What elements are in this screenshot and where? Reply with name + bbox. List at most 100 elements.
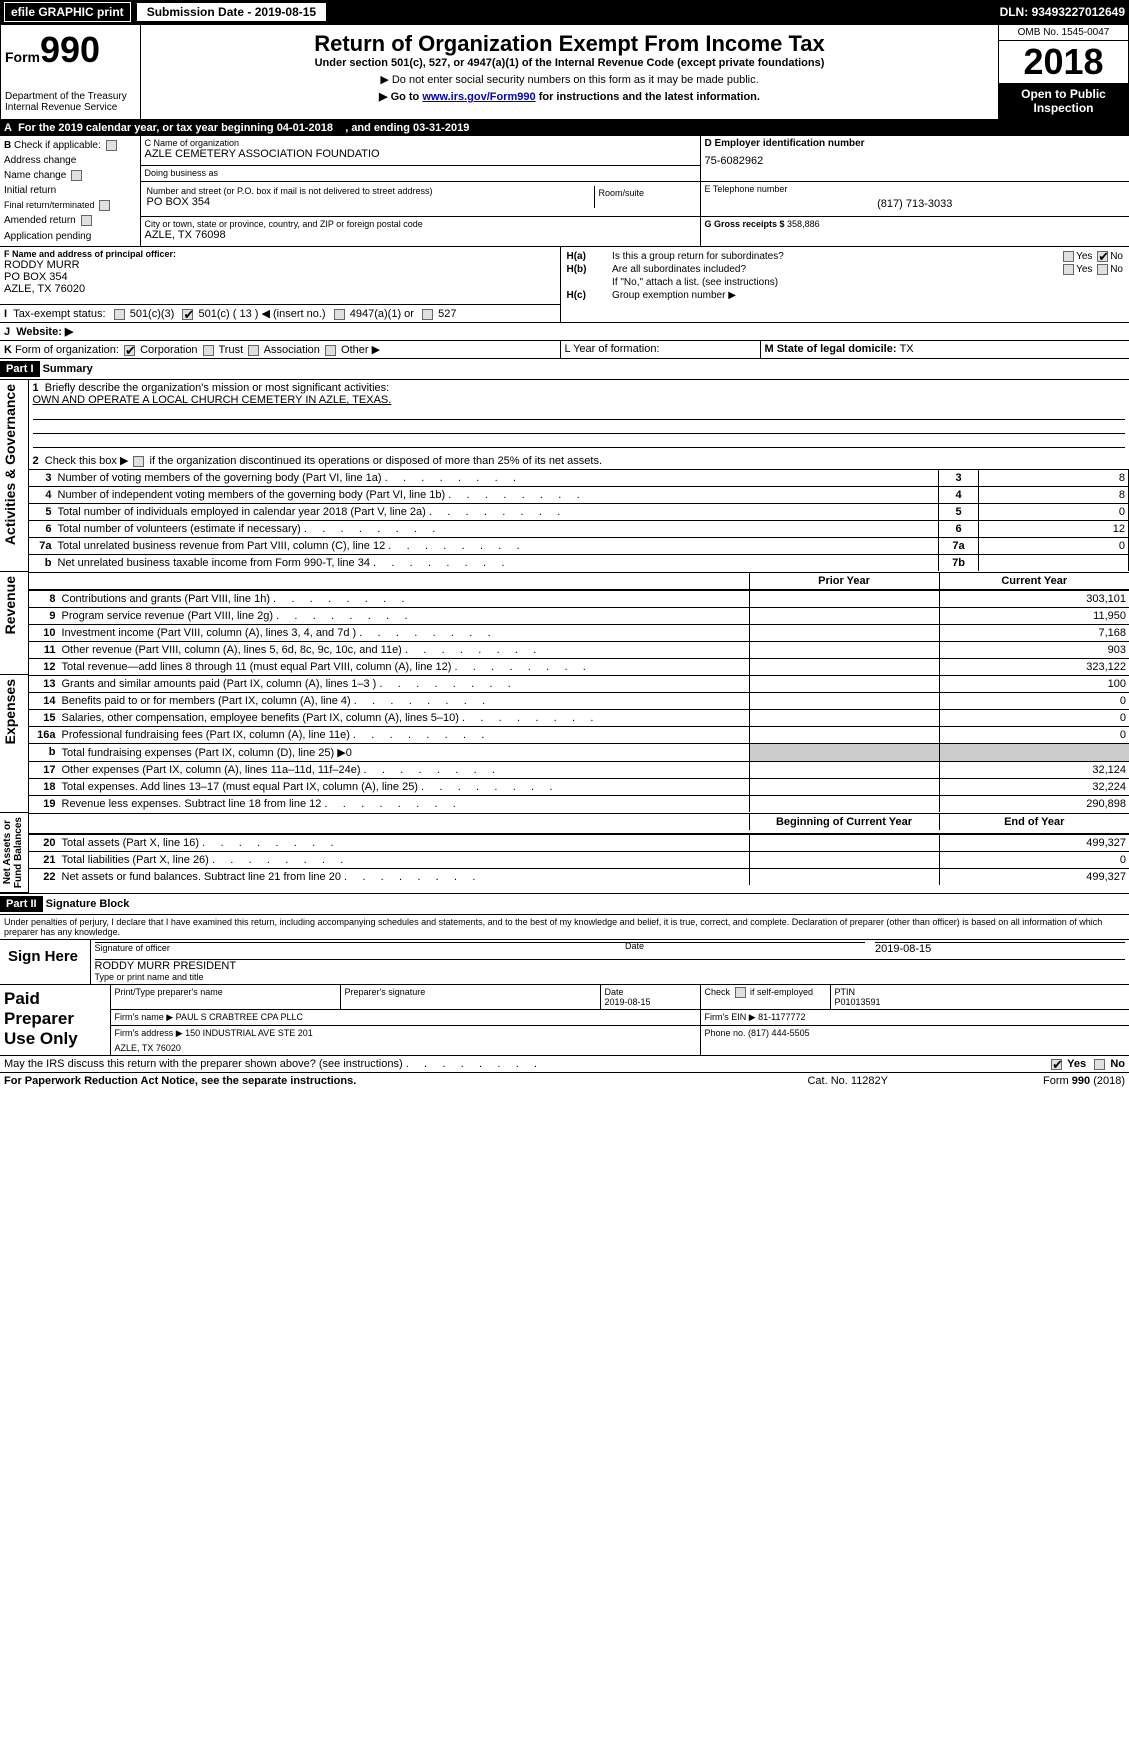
i-501c: 501(c) ( 13 ) ◀ (insert no.) (199, 308, 326, 320)
curr-year-head: Current Year (939, 572, 1129, 589)
discuss-no-check[interactable] (1094, 1059, 1105, 1070)
firm-lbl: Firm's name ▶ (115, 1012, 176, 1022)
m-label: M State of legal domicile: (765, 343, 900, 355)
hb-label: Are all subordinates included? (612, 264, 986, 275)
firm-phone-lbl: Phone no. (705, 1028, 749, 1038)
discuss-yes-check[interactable] (1051, 1059, 1062, 1070)
rev-vert-label: Revenue (0, 572, 20, 638)
form-no: 990 (40, 29, 100, 70)
cat-no: Cat. No. 11282Y (755, 1073, 940, 1089)
hb-yes-check[interactable] (1063, 264, 1074, 275)
hb-no: No (1110, 264, 1123, 275)
k-corp-check[interactable] (124, 345, 135, 356)
selfemp-check[interactable] (735, 987, 746, 998)
mission-blank-3 (33, 434, 1126, 448)
k-trust-check[interactable] (203, 345, 214, 356)
ha-no: No (1110, 251, 1123, 262)
expenses-table: Expenses 13Grants and similar amounts pa… (0, 675, 1129, 813)
ha-yes: Yes (1076, 251, 1092, 262)
boy-head: Beginning of Current Year (749, 813, 939, 830)
sig-date: 2019-08-15 (875, 942, 1125, 955)
netassets-table: Net Assets or Fund Balances Beginning of… (0, 813, 1129, 893)
form-number: Form990 (5, 29, 136, 71)
gross-receipts: 358,886 (787, 219, 820, 229)
d-label: D Employer identification number (705, 138, 1126, 149)
section-h: H(a)Is this a group return for subordina… (560, 247, 1129, 305)
efile-print[interactable]: efile GRAPHIC print (4, 2, 131, 22)
k-other-check[interactable] (325, 345, 336, 356)
l2-text: Check this box ▶ if the organization dis… (45, 455, 602, 467)
g-label: G Gross receipts $ (705, 219, 788, 229)
sub-date: 2019-08-15 (255, 5, 316, 19)
b-check-amend[interactable] (81, 215, 92, 226)
efile-top-bar: efile GRAPHIC print Submission Date - 20… (0, 0, 1129, 24)
k-corp: Corporation (140, 344, 197, 356)
a-begin: 04-01-2018 (277, 122, 333, 134)
b-opt-0: Address change (4, 155, 136, 166)
b-opt-4: Amended return (4, 216, 76, 227)
dba-lbl: Doing business as (145, 168, 696, 178)
sign-here-label: Sign Here (0, 940, 90, 985)
i-527-check[interactable] (422, 309, 433, 320)
ha-no-check[interactable] (1097, 251, 1108, 262)
sub-label: Submission Date - (147, 5, 255, 19)
section-i: I Tax-exempt status: 501(c)(3) 501(c) ( … (0, 305, 560, 323)
governance-table: Activities & Governance 1 Briefly descri… (0, 380, 1129, 572)
prep-date-lbl: Date (605, 987, 624, 997)
firm-addr2: AZLE, TX 76020 (110, 1041, 700, 1056)
b-check-final[interactable] (99, 200, 110, 211)
i-501c3: 501(c)(3) (130, 308, 175, 320)
l2-check[interactable] (133, 456, 144, 467)
goto-line: ▶ Go to www.irs.gov/Form990 for instruct… (147, 90, 992, 103)
firm-addr: 150 INDUSTRIAL AVE STE 201 (185, 1028, 313, 1038)
ein-value: 75-6082962 (705, 155, 1126, 167)
b-opt-5: Application pending (4, 231, 136, 242)
tax-year: 2018 (999, 41, 1128, 83)
sig-date-label: Date (625, 941, 875, 951)
ha-yes-check[interactable] (1063, 251, 1074, 262)
mission-text: OWN AND OPERATE A LOCAL CHURCH CEMETERY … (33, 394, 392, 406)
i-4947: 4947(a)(1) or (350, 308, 414, 320)
ssn-warning: ▶ Do not enter social security numbers o… (147, 73, 992, 86)
mission-blank-2 (33, 420, 1126, 434)
goto-a: ▶ Go to (379, 91, 422, 103)
b-head: Check if applicable: (14, 140, 101, 151)
b-opt-1: Name change (4, 170, 66, 181)
firm-ein-lbl: Firm's EIN ▶ (705, 1012, 759, 1022)
b-check-addr[interactable] (106, 140, 117, 151)
officer-name: RODDY MURR PRESIDENT (95, 960, 237, 972)
dln: DLN: 93493227012649 (1000, 5, 1125, 19)
section-d: D Employer identification number 75-6082… (700, 136, 1129, 182)
section-l: L Year of formation: (560, 341, 760, 359)
form-prefix: Form (5, 49, 40, 65)
hb-no-check[interactable] (1097, 264, 1108, 275)
street-value: PO BOX 354 (147, 196, 592, 208)
ptin-value: P01013591 (835, 997, 881, 1007)
i-501c-check[interactable] (182, 309, 193, 320)
part-i-header: Part I Summary (0, 359, 1129, 380)
ha-label: Is this a group return for subordinates? (612, 251, 986, 262)
k-assoc: Association (264, 344, 320, 356)
street-lbl: Number and street (or P.O. box if mail i… (147, 186, 592, 196)
perjury-text: Under penalties of perjury, I declare th… (0, 915, 1129, 940)
firm-addr-lbl: Firm's address ▶ (115, 1028, 186, 1038)
b-check-name[interactable] (71, 170, 82, 181)
section-m: M State of legal domicile: TX (760, 341, 1129, 359)
section-b: B Check if applicable: Address change Na… (0, 136, 140, 246)
discuss-row: May the IRS discuss this return with the… (0, 1056, 1129, 1073)
irs-link[interactable]: www.irs.gov/Form990 (422, 91, 535, 103)
i-4947-check[interactable] (334, 309, 345, 320)
part-ii-header: Part II Signature Block (0, 893, 1129, 915)
prep-date: 2019-08-15 (605, 997, 651, 1007)
form-subtitle: Under section 501(c), 527, or 4947(a)(1)… (147, 57, 992, 69)
i-527: 527 (438, 308, 456, 320)
city-lbl: City or town, state or province, country… (145, 219, 696, 229)
section-g: G Gross receipts $ 358,886 (700, 216, 1129, 246)
i-501c3-check[interactable] (114, 309, 125, 320)
part-i-title: Summary (43, 363, 93, 375)
mission-blank-1 (33, 406, 1126, 420)
form-header: Form990 Department of the Treasury Inter… (0, 24, 1129, 120)
f-label: F Name and address of principal officer: (4, 249, 176, 259)
k-assoc-check[interactable] (248, 345, 259, 356)
firm-ein: 81-1177772 (758, 1012, 805, 1022)
